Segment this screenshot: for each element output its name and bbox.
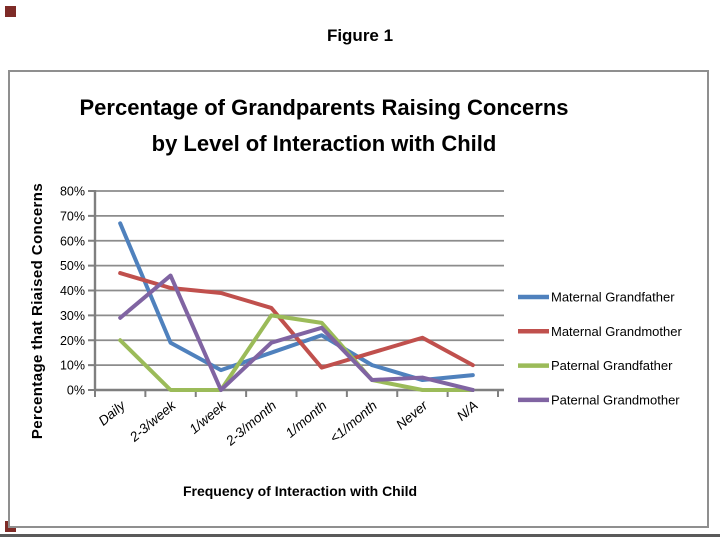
chart-title: Percentage of Grandparents Raising Conce… [18, 90, 630, 162]
legend-label: Paternal Grandmother [551, 392, 680, 407]
x-axis-title: Frequency of Interaction with Child [182, 483, 418, 499]
x-tick-label: 2-3/month [222, 398, 279, 449]
figure-title: Figure 1 [326, 26, 394, 45]
chart-title-line1: Percentage of Grandparents Raising Conce… [79, 95, 569, 120]
x-tick-label: <1/month [327, 398, 380, 446]
series-line-paternal-grandmother [118, 273, 475, 392]
legend-label: Maternal Grandfather [551, 290, 675, 305]
y-tick-label: 40% [60, 284, 85, 298]
y-tick-label: 80% [60, 185, 85, 199]
legend-label: Paternal Grandfather [551, 358, 673, 373]
y-tick-label: 50% [60, 259, 85, 273]
x-tick-label: 1/month [283, 398, 330, 441]
y-tick-label: 60% [60, 234, 85, 248]
chart-title-line2: by Level of Interaction with Child [151, 131, 497, 156]
x-tick-label: Daily [95, 397, 129, 429]
y-tick-label: 20% [60, 334, 85, 348]
y-tick-label: 10% [60, 359, 85, 373]
series-line-paternal-grandfather [118, 313, 475, 392]
y-tick-label: 0% [67, 384, 85, 398]
y-tick-label: 70% [60, 209, 85, 223]
series-line-maternal-grandfather [118, 221, 475, 383]
x-tick-label: 1/week [186, 397, 229, 437]
corner-accent-top [5, 6, 16, 17]
y-tick-label: 30% [60, 309, 85, 323]
chart-frame [8, 70, 709, 528]
legend-label: Maternal Grandmother [551, 324, 682, 339]
x-tick-label: N/A [454, 398, 481, 424]
x-tick-label: 2-3/week [126, 397, 179, 445]
x-tick-label: Never [393, 397, 431, 432]
bottom-edge-line [0, 534, 720, 537]
series-line-maternal-grandmother [118, 271, 475, 370]
